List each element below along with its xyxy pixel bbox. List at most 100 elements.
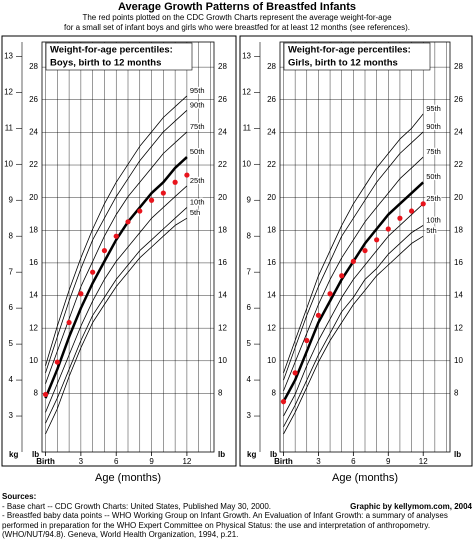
- lb-tick-label: 12: [267, 323, 276, 332]
- kg-tick-label: 4: [247, 375, 252, 384]
- x-tick-label: 3: [79, 457, 84, 466]
- lb-tick-label: 18: [267, 225, 276, 234]
- kg-tick-label: 7: [9, 267, 14, 276]
- percentile-label: 25th: [190, 176, 205, 185]
- kg-tick-label: 13: [4, 51, 13, 60]
- kg-tick-label: 10: [242, 159, 251, 168]
- lb-tick-label: 22: [267, 160, 276, 169]
- page-title: Average Growth Patterns of Breastfed Inf…: [118, 1, 356, 13]
- lb-tick-label-right: 8: [454, 389, 459, 398]
- percentile-label: 50th: [426, 172, 441, 181]
- lb-tick-label-right: 20: [218, 193, 227, 202]
- lb-tick-label-right: 24: [454, 127, 463, 136]
- percentile-curve: [283, 113, 424, 374]
- breastfed-point: [137, 208, 143, 214]
- sources-heading: Sources:: [2, 492, 37, 501]
- growth-chart: 3 4 5 6 7 8 9 10 11 12 13 8 8 10 10 12 12 14 14 16 16 18 18 20 2…: [239, 35, 473, 484]
- x-tick-label: 12: [419, 457, 428, 466]
- breastfed-point: [101, 247, 108, 254]
- kg-tick-label: 10: [4, 159, 13, 168]
- lb-tick-label-right: 12: [454, 323, 463, 332]
- x-axis-title: Age (months): [332, 472, 398, 484]
- percentile-label: 75th: [190, 122, 205, 131]
- lb-tick-label: 8: [34, 389, 39, 398]
- percentile-curve: [283, 156, 424, 392]
- kg-tick-label: 12: [4, 87, 13, 96]
- percentile-curve: [283, 131, 424, 381]
- breastfed-point: [327, 291, 333, 297]
- page-subtitle: The red points plotted on the CDC Growth…: [82, 13, 392, 22]
- lb-tick-label: 12: [29, 323, 38, 332]
- breastfed-point: [397, 215, 403, 221]
- kg-tick-label: 9: [9, 195, 14, 204]
- kg-tick-label: 5: [247, 339, 252, 348]
- panel-title: Boys, birth to 12 months: [50, 58, 161, 69]
- x-tick-label: 6: [351, 457, 356, 466]
- chart-frame: [239, 35, 473, 467]
- lb-tick-label-right: 16: [454, 258, 463, 267]
- lb-axis-label: lb: [32, 450, 39, 459]
- kg-axis-label: kg: [9, 450, 18, 459]
- lb-tick-label-right: 14: [454, 291, 463, 300]
- kg-tick-label: 3: [9, 411, 14, 420]
- x-tick-label: 3: [316, 457, 321, 466]
- percentile-curve: [45, 217, 188, 435]
- kg-tick-label: 8: [247, 231, 252, 240]
- lb-tick-label: 14: [29, 291, 38, 300]
- percentile-curve: [45, 207, 188, 424]
- lb-tick-label: 22: [29, 160, 38, 169]
- lb-tick-label-right: 20: [454, 193, 463, 202]
- breastfed-point: [148, 197, 155, 203]
- percentile-curve: [45, 95, 188, 366]
- percentile-label: 75th: [426, 147, 441, 156]
- lb-tick-label: 16: [267, 258, 276, 267]
- panel-title: Girls, birth to 12 months: [288, 58, 398, 69]
- x-tick-label: Birth: [36, 457, 55, 466]
- lb-tick-label-right: 16: [218, 258, 227, 267]
- breastfed-point: [408, 208, 415, 214]
- kg-tick-label: 11: [5, 123, 14, 132]
- breastfed-point: [125, 219, 131, 225]
- lb-tick-label: 20: [267, 193, 276, 202]
- lb-axis-label-right: lb: [454, 450, 461, 459]
- percentile-label: 5th: [190, 208, 200, 217]
- kg-tick-label: 8: [9, 231, 14, 240]
- kg-axis-label: kg: [247, 450, 256, 459]
- footer: Sources: - Base chart -- CDC Growth Char…: [2, 492, 472, 540]
- percentile-label: 5th: [426, 226, 436, 235]
- breastfed-point: [42, 391, 49, 398]
- breastfed-point: [420, 201, 426, 207]
- lb-tick-label: 8: [272, 389, 277, 398]
- lb-tick-label: 24: [29, 127, 38, 136]
- lb-tick-label: 10: [29, 356, 38, 365]
- lb-tick-label: 24: [267, 127, 276, 136]
- breastfed-point: [292, 370, 298, 376]
- percentile-curve: [283, 203, 424, 417]
- breastfed-point: [304, 337, 310, 344]
- lb-tick-label-right: 12: [218, 323, 227, 332]
- breastfed-point: [385, 226, 391, 232]
- lb-tick-label-right: 22: [454, 160, 463, 169]
- percentile-label: 90th: [426, 122, 441, 131]
- panel-title: Weight-for-age percentiles:: [50, 45, 173, 56]
- footer-row: - Base chart -- CDC Growth Charts: Unite…: [2, 502, 472, 512]
- lb-tick-label-right: 10: [454, 356, 463, 365]
- kg-tick-label: 11: [243, 123, 252, 132]
- kg-tick-label: 4: [9, 375, 14, 384]
- x-tick-label: 9: [149, 457, 154, 466]
- percentile-label: 90th: [190, 100, 205, 109]
- breastfed-point: [113, 233, 119, 239]
- lb-tick-label: 10: [267, 356, 276, 365]
- lb-tick-label: 14: [267, 291, 276, 300]
- percentile-curve: [45, 131, 188, 384]
- lb-tick-label-right: 22: [218, 160, 227, 169]
- breastfed-point: [315, 312, 322, 318]
- lb-tick-label-right: 18: [218, 225, 227, 234]
- kg-tick-label: 7: [247, 267, 252, 276]
- lb-axis-label: lb: [270, 450, 277, 459]
- percentile-curve: [45, 110, 188, 374]
- breastfed-point: [362, 247, 368, 254]
- percentile-curve: [283, 235, 424, 435]
- x-tick-label: 12: [182, 457, 191, 466]
- lb-tick-label: 26: [29, 95, 38, 104]
